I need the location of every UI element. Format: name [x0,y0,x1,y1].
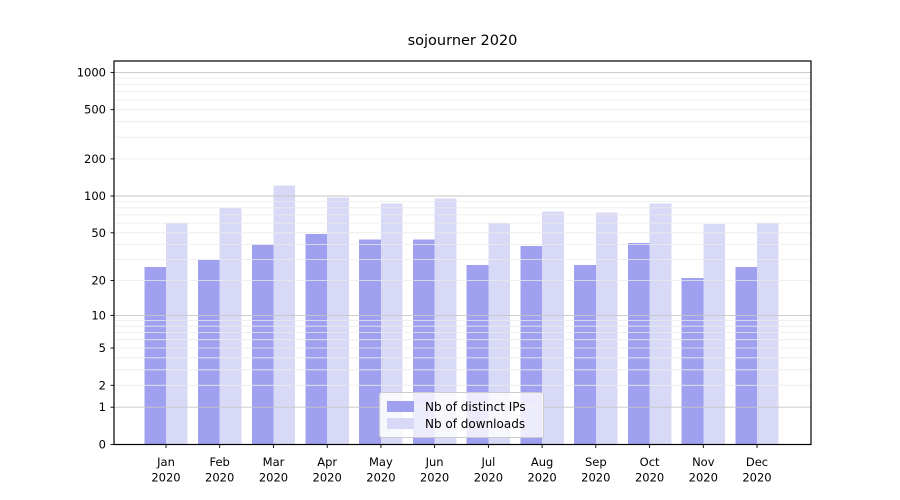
x-tick-label-year: 2020 [205,471,234,485]
x-tick-label-month: Aug [531,455,553,469]
y-tick-label: 20 [91,274,106,288]
x-tick-label-month: May [369,455,393,469]
x-tick-label-year: 2020 [474,471,503,485]
y-tick-label: 1000 [77,65,106,79]
y-tick-label: 5 [99,341,106,355]
legend-swatch-downloads [387,418,414,429]
bar-nb-of-downloads-oct [649,203,672,445]
legend-swatch-distinct-ips [387,401,414,412]
bar-nb-of-distinct-ips-jan [144,267,166,445]
x-tick-label-month: Feb [210,455,230,469]
bar-nb-of-downloads-nov [703,224,725,445]
legend-item-distinct-ips: Nb of distinct IPs [387,399,537,414]
y-tick-label: 50 [91,226,106,240]
bar-nb-of-downloads-sep [595,212,618,445]
bar-nb-of-downloads-may [380,203,403,445]
x-tick-label-year: 2020 [259,471,288,485]
chart-title: sojourner 2020 [407,33,518,49]
bar-nb-of-downloads-dec [757,223,779,445]
x-tick-label-year: 2020 [635,471,664,485]
x-tick-label-month: Dec [746,455,768,469]
y-tick-label: 200 [84,152,106,166]
x-tick-label-year: 2020 [689,471,718,485]
legend-swatch-rect [387,418,414,429]
x-tick-label-year: 2020 [313,471,342,485]
bar-nb-of-downloads-jan [166,223,188,445]
bar-nb-of-distinct-ips-nov [681,278,704,445]
x-tick-label-month: Nov [692,455,715,469]
bar-nb-of-distinct-ips-sep [574,265,596,445]
x-tick-label-month: Jul [480,455,495,469]
x-tick-label-year: 2020 [581,471,610,485]
bar-nb-of-downloads-jun [434,198,457,445]
x-tick-label-year: 2020 [420,471,449,485]
legend: Nb of distinct IPs Nb of downloads [379,392,544,438]
x-tick-label-month: Mar [263,455,285,469]
x-tick-label-year: 2020 [151,471,180,485]
bar-nb-of-downloads-aug [542,211,564,445]
bar-nb-of-downloads-jul [488,223,511,445]
bar-nb-of-distinct-ips-may [359,239,381,445]
plot-border [113,60,812,446]
y-tick-label: 10 [91,308,106,322]
bar-nb-of-distinct-ips-apr [305,233,328,445]
y-tick-label: 1 [99,400,106,414]
bar-nb-of-distinct-ips-mar [251,244,274,445]
x-tick-label-month: Jan [156,455,175,469]
legend-swatch-rect [387,401,414,412]
bar-nb-of-distinct-ips-dec [735,267,757,445]
y-tick-label: 100 [84,189,106,203]
x-tick-label-year: 2020 [742,471,771,485]
x-tick-label-year: 2020 [527,471,556,485]
y-tick-label: 2 [99,378,106,392]
x-tick-label-year: 2020 [366,471,395,485]
legend-label-downloads: Nb of downloads [425,416,526,431]
y-tick-label: 500 [84,103,106,117]
bar-nb-of-distinct-ips-feb [198,259,220,445]
x-tick-label-month: Sep [585,455,607,469]
bar-nb-of-distinct-ips-oct [627,243,650,445]
x-tick-label-month: Jun [425,455,444,469]
legend-label-distinct-ips: Nb of distinct IPs [425,399,526,414]
x-tick-label-month: Apr [317,455,337,469]
y-tick-label: 0 [99,438,106,452]
legend-item-downloads: Nb of downloads [387,416,537,431]
x-tick-label-month: Oct [640,455,660,469]
